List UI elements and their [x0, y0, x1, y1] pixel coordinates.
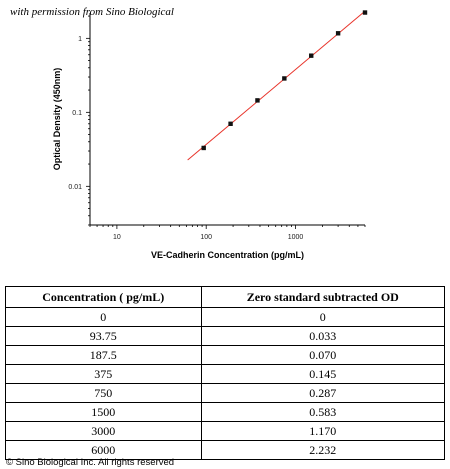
table-row: 6000 2.232 [5, 440, 446, 460]
concentration-cell: 187.5 [5, 345, 202, 365]
tick-labels: 10 100 1000 1 0.1 0.01 [68, 36, 303, 241]
data-point [228, 121, 233, 126]
concentration-cell: 375 [5, 364, 202, 384]
data-point [335, 31, 341, 36]
copyright-notice: © Sino Biological Inc. All rights reserv… [6, 457, 175, 468]
table-header-row: Concentration ( pg/mL) Zero standard sub… [5, 286, 446, 308]
chart-axes [86, 13, 366, 229]
table-row: 93.75 0.033 [5, 326, 446, 346]
concentration-cell: 3000 [5, 421, 202, 441]
od-cell: 0.145 [200, 364, 446, 384]
table-row: 750 0.287 [5, 383, 446, 403]
data-point [309, 53, 314, 58]
concentration-cell: 1500 [5, 402, 202, 422]
concentration-cell: 0 [5, 307, 202, 327]
data-point [282, 76, 287, 81]
concentration-cell: 750 [5, 383, 202, 403]
standard-curve-chart: 10 100 1000 1 0.1 0.01 VE-Cadherin Concentrat… [52, 10, 368, 260]
od-data-table: Concentration ( pg/mL) Zero standard sub… [5, 286, 446, 460]
table-row: 187.5 0.070 [5, 345, 446, 365]
y-tick-label: 0.01 [68, 184, 82, 191]
table-row: 0 0 [5, 307, 446, 327]
fit-line-group [187, 10, 366, 161]
table-row: 3000 1.170 [5, 421, 446, 441]
table-row: 375 0.145 [5, 364, 446, 384]
x-tick-label: 100 [200, 234, 212, 241]
x-tick-label: 1000 [288, 234, 304, 241]
y-tick-label: 0.1 [72, 110, 82, 117]
data-point [255, 98, 260, 103]
concentration-cell: 6000 [5, 440, 202, 460]
od-cell: 0 [200, 307, 446, 327]
data-point [201, 145, 206, 151]
y-tick-label: 1 [78, 36, 82, 43]
od-cell: 2.232 [200, 440, 446, 460]
od-cell: 0.070 [200, 345, 446, 365]
data-point [362, 10, 368, 15]
od-cell: 0.033 [200, 326, 446, 346]
fit-line [187, 10, 366, 161]
permission-note: with permission from Sino Biological [10, 6, 174, 18]
table-row: 1500 0.583 [5, 402, 446, 422]
x-axis-label: VE-Cadherin Concentration (pg/mL) [151, 250, 304, 260]
header-concentration: Concentration ( pg/mL) [5, 286, 202, 308]
data-points [201, 10, 368, 151]
od-cell: 0.583 [200, 402, 446, 422]
header-od: Zero standard subtracted OD [200, 286, 446, 308]
x-tick-label: 10 [113, 234, 121, 241]
concentration-cell: 93.75 [5, 326, 202, 346]
od-cell: 0.287 [200, 383, 446, 403]
od-cell: 1.170 [200, 421, 446, 441]
y-axis-label: Optical Density (450nm) [52, 68, 62, 171]
